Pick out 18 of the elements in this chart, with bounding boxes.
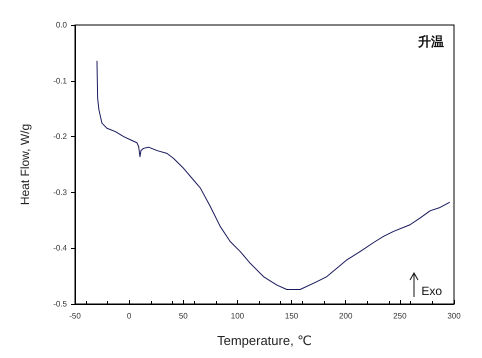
x-tick-label: 250 <box>393 312 408 320</box>
x-tick-label: 50 <box>178 312 188 320</box>
annotation: 升温 <box>417 34 444 49</box>
y-tick-label: -0.5 <box>53 300 68 308</box>
x-axis-title: Temperature, ℃ <box>217 333 312 348</box>
annotation: Exo <box>421 284 442 298</box>
x-tick-label: 300 <box>447 312 462 320</box>
x-tick-label: -50 <box>69 312 82 320</box>
y-tick-label: 0.0 <box>56 20 68 30</box>
x-tick-label: 100 <box>230 312 245 320</box>
y-tick-label: -0.1 <box>53 76 68 86</box>
y-tick-label: -0.4 <box>53 244 68 253</box>
x-tick-label: 200 <box>339 312 353 320</box>
y-axis-title: Heat Flow, W/g <box>18 124 32 206</box>
y-tick-label: -0.3 <box>53 188 68 197</box>
x-tick-label: 0 <box>126 312 132 320</box>
x-tick-label: 150 <box>284 312 299 320</box>
y-tick-label: -0.2 <box>53 132 68 142</box>
